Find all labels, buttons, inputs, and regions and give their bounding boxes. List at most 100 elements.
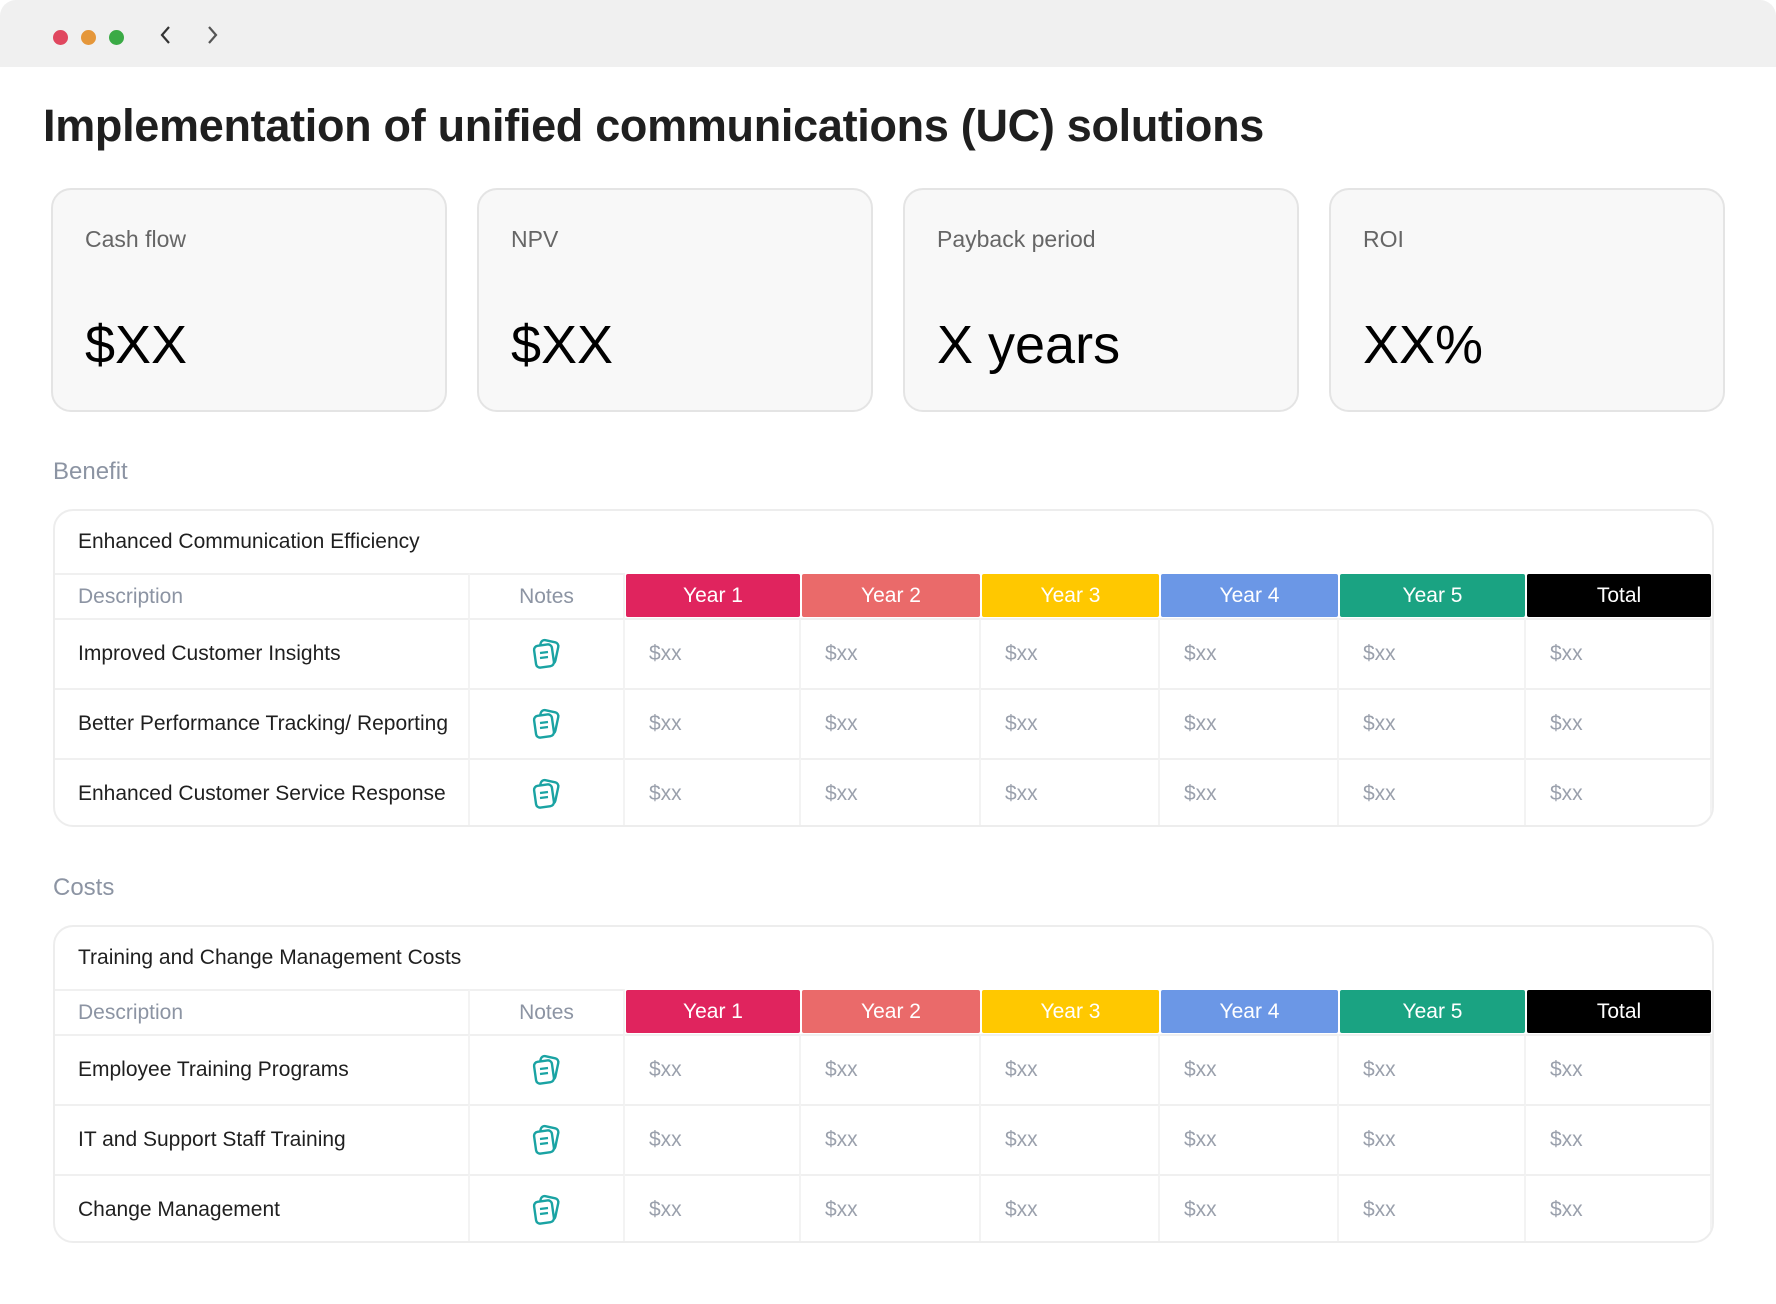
table-row: Better Performance Tracking/ Reporting $x… — [55, 688, 1712, 758]
close-button[interactable] — [53, 30, 68, 45]
year-header: Year 1 — [625, 573, 801, 618]
kpi-value: $XX — [511, 315, 614, 375]
value-cell: $xx — [1160, 1174, 1339, 1241]
value-cell: $xx — [981, 758, 1160, 825]
value-cell: $xx — [981, 1104, 1160, 1174]
notes-icon — [532, 708, 560, 739]
column-header: Description — [55, 573, 470, 618]
value-cell: $xx — [1526, 1034, 1712, 1104]
value-cell: $xx — [625, 618, 801, 688]
value-cell: $xx — [1526, 758, 1712, 825]
table-row: IT and Support Staff Training $xx $xx $xx $x… — [55, 1104, 1712, 1174]
value-cell: $xx — [1339, 1174, 1526, 1241]
notes-icon — [532, 1054, 560, 1085]
notes-icon — [532, 1194, 560, 1225]
kpi-label: Payback period — [937, 226, 1096, 252]
header-row: Description Notes Year 1 Year 2 Year 3 Year 4… — [55, 573, 1712, 618]
value-cell: $xx — [625, 758, 801, 825]
table-row: Enhanced Customer Service Response $xx $xx… — [55, 758, 1712, 825]
row-description: Employee Training Programs — [55, 1034, 470, 1104]
value-cell: $xx — [801, 688, 981, 758]
kpi-card: Payback period X years — [903, 188, 1299, 412]
table-card: Enhanced Communication Efficiency Descrip… — [53, 509, 1714, 827]
notes-icon — [532, 778, 560, 809]
kpi-card: NPV $XX — [477, 188, 873, 412]
column-header: Notes — [470, 989, 625, 1034]
forward-button[interactable] — [199, 22, 225, 48]
value-cell: $xx — [1526, 1104, 1712, 1174]
value-cell: $xx — [1160, 1104, 1339, 1174]
value-cell: $xx — [1526, 688, 1712, 758]
row-description: Change Management — [55, 1174, 470, 1241]
kpi-label: NPV — [511, 226, 559, 252]
notes-cell[interactable] — [470, 688, 625, 758]
header-row: Description Notes Year 1 Year 2 Year 3 Year 4… — [55, 989, 1712, 1034]
value-cell: $xx — [981, 1034, 1160, 1104]
row-description: Improved Customer Insights — [55, 618, 470, 688]
notes-cell[interactable] — [470, 1034, 625, 1104]
notes-cell[interactable] — [470, 1174, 625, 1241]
value-cell: $xx — [1339, 618, 1526, 688]
row-description: Better Performance Tracking/ Reporting — [55, 688, 470, 758]
table-title: Enhanced Communication Efficiency — [78, 530, 420, 553]
value-cell: $xx — [801, 1034, 981, 1104]
row-description: IT and Support Staff Training — [55, 1104, 470, 1174]
kpi-value: $XX — [85, 315, 188, 375]
kpi-value: X years — [937, 315, 1121, 375]
year-header: Year 4 — [1160, 573, 1339, 618]
table-row: Improved Customer Insights $xx $xx $xx $xx $x… — [55, 618, 1712, 688]
back-button[interactable] — [153, 22, 179, 48]
value-cell: $xx — [981, 618, 1160, 688]
value-cell: $xx — [981, 688, 1160, 758]
value-cell: $xx — [1526, 618, 1712, 688]
title-bar — [0, 0, 1776, 67]
maximize-button[interactable] — [109, 30, 124, 45]
notes-icon — [532, 638, 560, 669]
column-header: Notes — [470, 573, 625, 618]
notes-cell[interactable] — [470, 1104, 625, 1174]
value-cell: $xx — [1160, 758, 1339, 825]
kpi-card: ROI XX% — [1329, 188, 1725, 412]
year-header: Year 3 — [981, 573, 1160, 618]
notes-cell[interactable] — [470, 758, 625, 825]
section-heading: Costs — [53, 874, 115, 901]
year-header: Total — [1526, 989, 1712, 1034]
column-header: Description — [55, 989, 470, 1034]
notes-cell[interactable] — [470, 618, 625, 688]
value-cell: $xx — [625, 1104, 801, 1174]
value-cell: $xx — [1339, 758, 1526, 825]
value-cell: $xx — [801, 758, 981, 825]
table-title: Training and Change Management Costs — [78, 946, 462, 969]
value-cell: $xx — [1160, 688, 1339, 758]
year-header: Year 4 — [1160, 989, 1339, 1034]
year-header: Year 5 — [1339, 989, 1526, 1034]
page-title: Implementation of unified communications… — [43, 100, 1265, 151]
kpi-label: ROI — [1363, 226, 1404, 252]
kpi-label: Cash flow — [85, 226, 186, 252]
value-cell: $xx — [1339, 688, 1526, 758]
value-cell: $xx — [625, 688, 801, 758]
year-header: Year 1 — [625, 989, 801, 1034]
value-cell: $xx — [625, 1174, 801, 1241]
year-header: Year 5 — [1339, 573, 1526, 618]
year-header: Year 2 — [801, 573, 981, 618]
value-cell: $xx — [981, 1174, 1160, 1241]
value-cell: $xx — [1160, 1034, 1339, 1104]
value-cell: $xx — [801, 618, 981, 688]
value-cell: $xx — [1526, 1174, 1712, 1241]
notes-icon — [532, 1124, 560, 1155]
kpi-value: XX% — [1363, 315, 1484, 375]
minimize-button[interactable] — [81, 30, 96, 45]
kpi-card: Cash flow $XX — [51, 188, 447, 412]
value-cell: $xx — [625, 1034, 801, 1104]
value-cell: $xx — [1339, 1104, 1526, 1174]
row-description: Enhanced Customer Service Response — [55, 758, 470, 825]
year-header: Total — [1526, 573, 1712, 618]
section-heading: Benefit — [53, 458, 128, 485]
year-header: Year 3 — [981, 989, 1160, 1034]
table-row: Change Management $xx $xx $xx $xx $xx $xx — [55, 1174, 1712, 1241]
value-cell: $xx — [1339, 1034, 1526, 1104]
table-row: Employee Training Programs $xx $xx $xx $xx $x… — [55, 1034, 1712, 1104]
value-cell: $xx — [801, 1174, 981, 1241]
